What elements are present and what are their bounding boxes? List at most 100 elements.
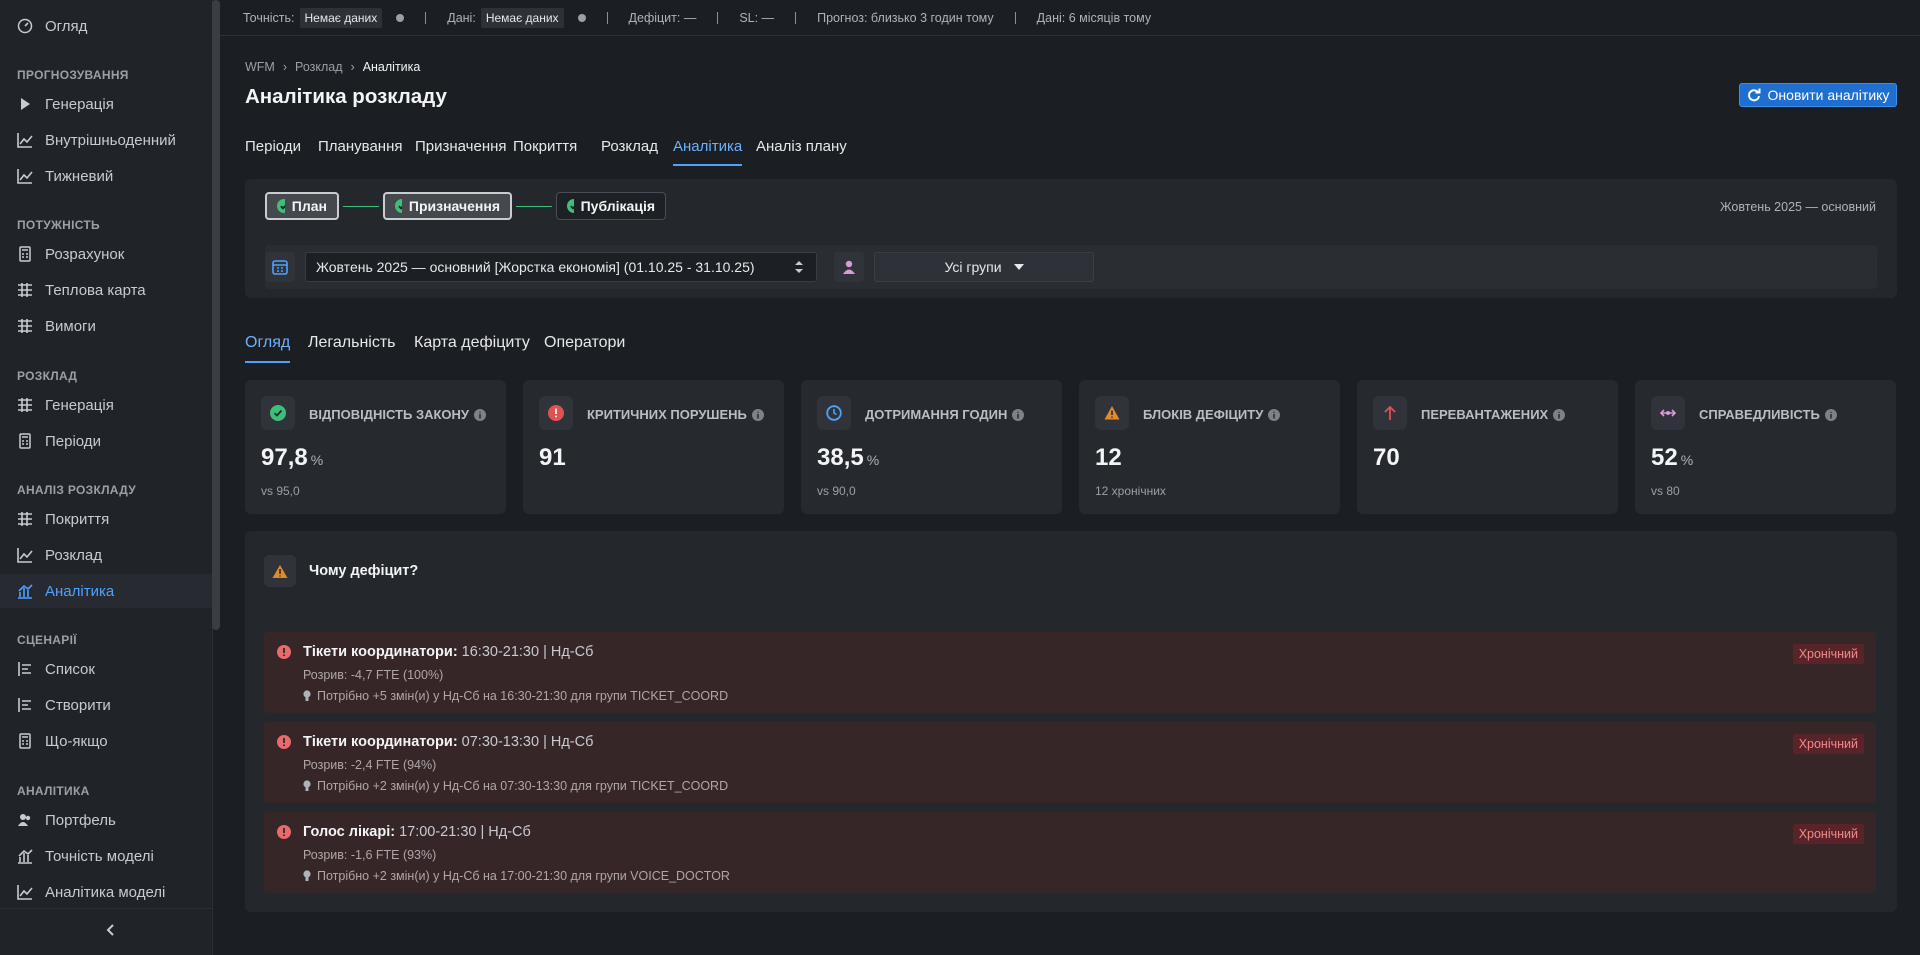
nav-label: Розклад [45, 546, 102, 564]
nav-item[interactable]: Розрахунок [0, 237, 212, 271]
kpi-title: СПРАВЕДЛИВІСТЬ [1699, 407, 1837, 422]
kpi-unit: % [1680, 452, 1694, 468]
deficit-item: Тікети координатори: 07:30-13:30 | Нд-Сб Р… [264, 722, 1876, 803]
status-item: SL: — [739, 11, 774, 25]
warning-icon [272, 564, 288, 578]
tab[interactable]: Аналіз плану [756, 138, 847, 155]
sidebar-scrollbar [212, 0, 220, 630]
status-item: Дефіцит: — [629, 11, 697, 25]
step-label: Призначення [408, 198, 500, 214]
nav-item[interactable]: Аналітика [0, 574, 212, 608]
tab[interactable]: Планування [318, 138, 403, 155]
nav-item[interactable]: Генерація [0, 87, 212, 121]
step-connector [343, 206, 379, 207]
nav-item[interactable]: Список [0, 652, 212, 686]
nav-label: Огляд [45, 17, 88, 35]
status-label: Точність: [243, 10, 295, 25]
kpi-note: vs 80 [1651, 484, 1680, 498]
status-label: Дані: [447, 10, 476, 25]
kpi-unit: % [310, 452, 324, 468]
deficit-hint-text: Потрібно +2 змін(и) у Нд-Сб на 17:00-21:… [317, 869, 730, 883]
breadcrumb-item[interactable]: WFM [245, 60, 275, 74]
status-item: Дані: Немає даних [447, 7, 586, 28]
step: Публікація [556, 192, 666, 220]
deficit-gap: Розрив: -1,6 FTE (93%) [303, 848, 437, 862]
info-icon [1012, 408, 1025, 421]
nav-item[interactable]: Вимоги [0, 309, 212, 343]
kpi-value: 12 [1095, 444, 1122, 472]
deficit-hint: Потрібно +5 змін(и) у Нд-Сб на 16:30-21:… [303, 689, 728, 703]
kpi-title-text: ДОТРИМАННЯ ГОДИН [865, 407, 1008, 422]
nav-icon [19, 733, 31, 749]
info-icon [1268, 408, 1281, 421]
deficit-group: Тікети координатори: [303, 734, 458, 750]
separator [1014, 11, 1016, 24]
separator [717, 11, 719, 24]
nav-label: Періоди [45, 432, 101, 450]
nav-icon [18, 584, 33, 599]
nav-label: Що-якщо [45, 732, 108, 750]
kpi-icon [1104, 406, 1120, 420]
tab[interactable]: Покриття [513, 138, 578, 155]
nav-item[interactable]: Що-якщо [0, 724, 212, 758]
breadcrumb-item[interactable]: Розклад [295, 60, 343, 74]
deficit-detail: 17:00-21:30 | Нд-Сб [399, 824, 531, 840]
nav-item[interactable]: Аналітика моделі [0, 875, 212, 909]
deficit-badge: Хронічний [1792, 824, 1864, 844]
subtab[interactable]: Оператори [544, 334, 626, 351]
subtab[interactable]: Огляд [245, 334, 291, 363]
nav-icon [18, 398, 32, 412]
calendar-icon-box [265, 252, 295, 282]
refresh-button[interactable]: Оновити аналітику [1739, 83, 1897, 107]
deficit-hint: Потрібно +2 змін(и) у Нд-Сб на 07:30-13:… [303, 779, 728, 793]
nav-section-title: СЦЕНАРІЇ [17, 633, 77, 647]
nav-section-title: РОЗКЛАД [17, 369, 78, 383]
step-connector [516, 206, 552, 207]
nav-section-title: АНАЛІЗ РОЗКЛАДУ [17, 483, 136, 497]
nav-item[interactable]: Портфель [0, 803, 212, 837]
nav-item[interactable]: Створити [0, 688, 212, 722]
nav-item[interactable]: Покриття [0, 502, 212, 536]
kpi-value-text: 12 [1095, 444, 1122, 471]
tab[interactable]: Періоди [245, 138, 301, 155]
collapse-button[interactable] [104, 923, 118, 937]
step-check [277, 199, 285, 213]
nav-item[interactable]: Точність моделі [0, 839, 212, 873]
nav-item[interactable]: Внутрішньоденний [0, 123, 212, 157]
kpi-title-text: ПЕРЕВАНТАЖЕНИХ [1421, 407, 1549, 422]
step: Призначення [383, 192, 512, 220]
period-select[interactable]: Жовтень 2025 — основний [Жорстка економі… [305, 252, 817, 282]
step-check [567, 199, 574, 213]
step-label: Публікація [580, 198, 655, 214]
tab[interactable]: Аналітика [673, 138, 743, 166]
nav-item[interactable]: Тижневий [0, 159, 212, 193]
nav-item[interactable]: Генерація [0, 388, 212, 422]
nav-icon [18, 849, 33, 864]
nav-item[interactable]: Огляд [0, 9, 212, 43]
nav-item[interactable]: Періоди [0, 424, 212, 458]
deficit-hint: Потрібно +2 змін(и) у Нд-Сб на 17:00-21:… [303, 869, 730, 883]
status-dot [577, 13, 586, 22]
subtab[interactable]: Легальність [308, 334, 396, 351]
tab[interactable]: Призначення [415, 138, 507, 155]
step-check [395, 199, 402, 213]
nav-label: Створити [45, 696, 111, 714]
step-label: План [291, 198, 327, 214]
subtab[interactable]: Карта дефіциту [414, 334, 530, 351]
nav-label: Теплова карта [45, 281, 146, 299]
kpi-icon [270, 405, 286, 421]
nav-label: Точність моделі [45, 847, 154, 865]
nav-icon [19, 246, 31, 262]
kpi-value: 52% [1651, 444, 1693, 472]
nav-item[interactable]: Теплова карта [0, 273, 212, 307]
nav-icon [17, 548, 33, 563]
kpi-unit: % [866, 452, 880, 468]
sidebar: Огляд ПРОГНОЗУВАННЯ Генерація Внутрішньоден… [0, 0, 213, 955]
info-icon [1824, 408, 1837, 421]
deficit-heading: Тікети координатори: 16:30-21:30 | Нд-Сб [303, 644, 593, 660]
tab[interactable]: Розклад [601, 138, 658, 155]
nav-item[interactable]: Розклад [0, 538, 212, 572]
group-select[interactable]: Усі групи [874, 252, 1094, 282]
